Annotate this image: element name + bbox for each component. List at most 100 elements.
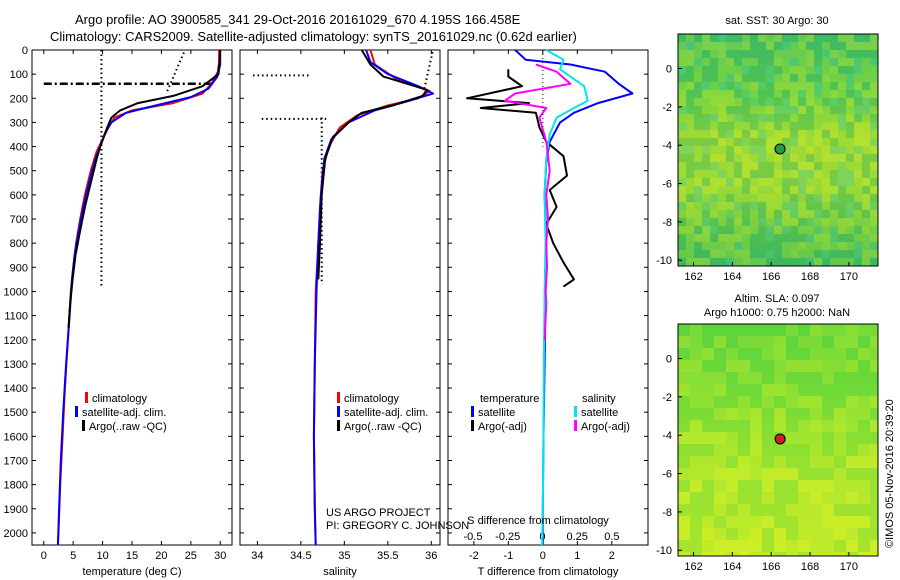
map-cell (734, 34, 742, 42)
map-cell (726, 42, 734, 50)
map-cell (750, 468, 762, 480)
map-cell (798, 258, 806, 266)
map-cell (758, 202, 766, 210)
map-cell (790, 170, 798, 178)
map-cell (786, 324, 798, 336)
y-tick-label: 1800 (4, 480, 28, 492)
map-cell (750, 540, 762, 552)
map-cell (790, 218, 798, 226)
map-cell (710, 82, 718, 90)
series-line-argo-raw-qc- (67, 49, 222, 328)
map-cell (734, 66, 742, 74)
map-cell (790, 178, 798, 186)
map-cell (758, 66, 766, 74)
map-cell (686, 210, 694, 218)
map-cell (750, 162, 758, 170)
map-cell (738, 348, 750, 360)
map-cell (834, 492, 846, 504)
map-cell (806, 170, 814, 178)
map-cell (694, 138, 702, 146)
map-cell (854, 234, 862, 242)
map-cell (854, 90, 862, 98)
map-cell (830, 114, 838, 122)
map-cell (678, 98, 686, 106)
map-cell (702, 50, 710, 58)
map-cell (790, 242, 798, 250)
map-cell (798, 480, 810, 492)
map-cell (694, 58, 702, 66)
map-cell (694, 258, 702, 266)
dotted-reference-line (423, 49, 435, 89)
map-cell (738, 444, 750, 456)
figure-subtitle: Climatology: CARS2009. Satellite-adjuste… (50, 29, 577, 44)
map-cell (870, 480, 878, 492)
map-cell (798, 130, 806, 138)
x-tick-label: 10 (96, 550, 108, 562)
map-cell (822, 186, 830, 194)
map-cell (694, 250, 702, 258)
map-cell (762, 456, 774, 468)
map-cell (702, 170, 710, 178)
map-cell (714, 432, 726, 444)
map-cell (742, 98, 750, 106)
map-cell (798, 106, 806, 114)
map-cell (786, 552, 798, 556)
map-cell (790, 186, 798, 194)
map-cell (766, 50, 774, 58)
map-cell (858, 540, 870, 552)
map-cell (834, 348, 846, 360)
map-cell (726, 202, 734, 210)
map-cell (810, 372, 822, 384)
map-cell (750, 34, 758, 42)
map-cell (734, 242, 742, 250)
map-cell (750, 516, 762, 528)
map-cell (690, 408, 702, 420)
map-cell (830, 234, 838, 242)
map-cell (870, 250, 878, 258)
map-cell (686, 82, 694, 90)
map-cell (694, 178, 702, 186)
map-cell (690, 540, 702, 552)
map-cell (690, 480, 702, 492)
map-cell (862, 114, 870, 122)
map-cell (710, 250, 718, 258)
map-cell (854, 154, 862, 162)
map-cell (814, 154, 822, 162)
series-line-satellite (514, 49, 634, 545)
map-cell (726, 114, 734, 122)
map-cell (758, 218, 766, 226)
map-cell (734, 122, 742, 130)
map-cell (858, 444, 870, 456)
map-cell (734, 98, 742, 106)
map-cell (798, 384, 810, 396)
x-tick-label: 34.5 (290, 550, 311, 562)
map-cell (822, 74, 830, 82)
map-cell (798, 122, 806, 130)
map-cell (870, 74, 878, 82)
map-cell (798, 324, 810, 336)
map-cell (678, 194, 686, 202)
map-cell (862, 74, 870, 82)
map-cell (690, 516, 702, 528)
map-cell (790, 154, 798, 162)
map-cell (758, 242, 766, 250)
map-cell (758, 178, 766, 186)
map-cell (870, 170, 878, 178)
map-cell (854, 98, 862, 106)
map-cell (838, 114, 846, 122)
map-cell (814, 234, 822, 242)
map-cell (838, 234, 846, 242)
map-cell (846, 178, 854, 186)
map-cell (726, 258, 734, 266)
map-cell (822, 162, 830, 170)
map-cell (798, 528, 810, 540)
map-cell (822, 504, 834, 516)
map-cell (750, 504, 762, 516)
map-cell (870, 210, 878, 218)
map-cell (774, 34, 782, 42)
map-cell (762, 408, 774, 420)
map-cell (734, 138, 742, 146)
map-cell (782, 162, 790, 170)
map-cell (830, 82, 838, 90)
map-cell (710, 42, 718, 50)
